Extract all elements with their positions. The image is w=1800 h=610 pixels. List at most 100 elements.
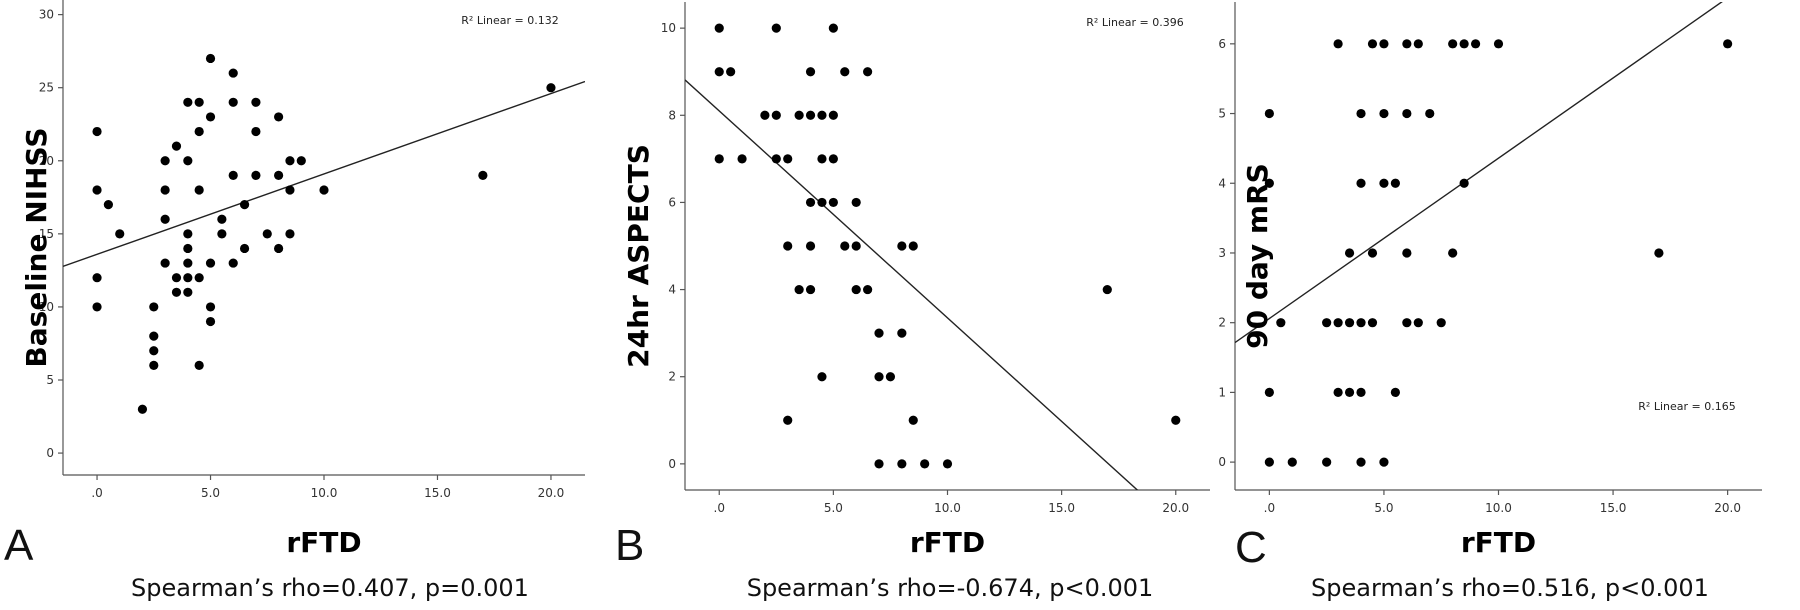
data-point <box>805 67 816 77</box>
y-tick-label: 1 <box>1218 385 1226 399</box>
data-point <box>1356 387 1366 397</box>
data-point <box>1723 39 1733 49</box>
data-point <box>1102 284 1112 295</box>
data-point <box>546 83 556 93</box>
data-point <box>817 372 827 382</box>
data-point <box>771 23 781 33</box>
data-point <box>1413 39 1423 49</box>
x-tick-label: 5.0 <box>824 501 843 515</box>
data-point <box>1470 39 1481 49</box>
x-tick-label: 15.0 <box>424 486 451 500</box>
x-tick-label: 20.0 <box>1714 501 1741 515</box>
data-point <box>1448 248 1458 258</box>
data-point <box>92 273 102 283</box>
data-point <box>92 302 102 312</box>
data-point <box>274 243 284 254</box>
data-point <box>1367 39 1378 49</box>
y-tick-label: 0 <box>668 457 676 471</box>
data-point <box>874 459 884 469</box>
data-point <box>478 170 488 180</box>
data-point <box>1367 318 1378 328</box>
data-point <box>1356 318 1366 328</box>
panel-a: 0 5 10 15 20 25 30 .0 5.0 10.0 15.0 20.0 R² Linear =… <box>4 0 585 602</box>
data-point <box>285 156 295 166</box>
data-point <box>1425 108 1435 119</box>
data-point <box>1379 39 1389 49</box>
data-point <box>805 110 816 120</box>
data-point <box>817 197 827 208</box>
data-point <box>783 154 793 164</box>
y-tick-label: 20 <box>39 154 54 168</box>
y-tick-label: 5 <box>46 373 54 387</box>
data-point <box>851 197 861 208</box>
data-point <box>183 287 193 297</box>
data-point <box>228 97 238 107</box>
data-point <box>217 214 227 224</box>
data-point <box>1333 318 1343 328</box>
data-point <box>1264 178 1274 188</box>
data-point <box>1333 387 1343 397</box>
data-point <box>1264 108 1274 119</box>
data-point <box>1379 108 1389 119</box>
data-point <box>783 415 793 425</box>
data-point <box>805 197 816 208</box>
data-point <box>1171 415 1181 425</box>
data-point <box>149 360 159 370</box>
panel-letter: C <box>1235 523 1267 572</box>
data-point <box>251 170 261 180</box>
x-tick-label: 5.0 <box>1374 501 1393 515</box>
data-point <box>115 229 125 239</box>
x-tick-label: 15.0 <box>1048 501 1075 515</box>
data-point <box>228 68 238 78</box>
data-point <box>840 67 850 77</box>
data-point <box>908 241 918 251</box>
data-point <box>251 126 261 137</box>
data-point <box>897 241 907 251</box>
x-tick-label: 20.0 <box>1162 501 1189 515</box>
data-point <box>171 273 182 283</box>
x-tick-label: 10.0 <box>311 486 338 500</box>
data-point <box>1344 318 1355 328</box>
data-point <box>92 185 102 195</box>
data-point <box>714 67 724 77</box>
data-point <box>160 214 170 224</box>
data-point <box>285 229 295 239</box>
data-point <box>1356 457 1366 467</box>
x-tick-label: 10.0 <box>1485 501 1512 515</box>
data-point <box>828 197 838 208</box>
r2-annotation: R² Linear = 0.396 <box>1086 16 1183 29</box>
data-point <box>908 415 918 425</box>
data-point <box>863 284 873 295</box>
y-tick-label: 6 <box>1218 37 1226 51</box>
data-point <box>805 284 816 295</box>
data-point <box>828 23 838 33</box>
panel-letter: A <box>4 521 34 570</box>
data-point <box>149 346 159 356</box>
data-point <box>817 110 827 120</box>
data-point <box>1356 108 1366 119</box>
data-point <box>171 287 182 297</box>
data-point <box>194 273 204 283</box>
regression-line <box>685 79 1139 490</box>
y-tick-label: 4 <box>1218 176 1226 190</box>
data-point <box>1264 457 1274 467</box>
data-point <box>262 229 272 239</box>
spearman-caption: Spearman’s rho=0.407, p=0.001 <box>131 574 529 602</box>
data-point <box>885 372 896 382</box>
data-point <box>274 170 284 180</box>
y-tick-label: 2 <box>1218 316 1226 330</box>
data-point <box>183 156 193 166</box>
data-point <box>228 170 238 180</box>
x-axis-label: rFTD <box>1461 526 1536 559</box>
data-point <box>1402 108 1412 119</box>
data-point <box>840 241 850 251</box>
data-point <box>1322 318 1332 328</box>
data-point <box>1402 318 1412 328</box>
data-point <box>160 156 170 166</box>
spearman-caption: Spearman’s rho=-0.674, p<0.001 <box>747 574 1154 602</box>
x-axis-label: rFTD <box>286 526 361 559</box>
data-point <box>183 273 193 283</box>
data-point <box>1344 387 1355 397</box>
data-point <box>217 229 227 239</box>
